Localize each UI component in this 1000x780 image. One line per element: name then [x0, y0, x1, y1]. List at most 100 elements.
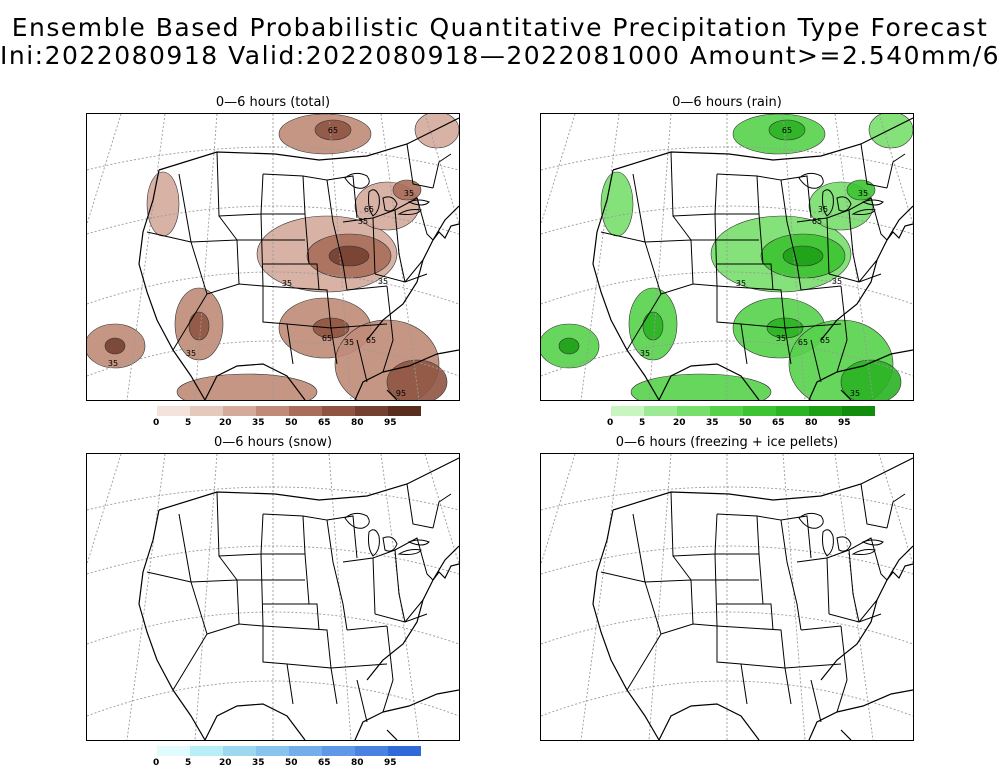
colorbar-tick-label: 95 [384, 418, 397, 428]
contour-label: 65 [798, 338, 808, 347]
colorbar-tick-label: 65 [318, 418, 331, 428]
colorbar-swatch [611, 406, 644, 416]
state-boundary [382, 679, 394, 713]
state-boundary [886, 493, 906, 529]
state-boundary [784, 663, 842, 669]
map-panel-rain: 65 35 35 65 35 35 35 65 65 35 35 [540, 113, 914, 401]
coastline [612, 457, 913, 511]
state-boundary [372, 549, 406, 623]
great-lake [397, 209, 422, 215]
graticule-line [580, 114, 620, 400]
contour-label: 35 [818, 205, 828, 214]
colorbar-swatch [710, 406, 743, 416]
state-boundary [206, 283, 264, 295]
map-svg-freezing [541, 454, 913, 740]
state-boundary [626, 633, 662, 691]
panel-title-snow: 0—6 hours (snow) [213, 435, 333, 450]
contour-label: 35 [858, 189, 868, 198]
coastline [158, 457, 459, 511]
great-lake [851, 549, 876, 555]
state-boundary [756, 175, 802, 291]
state-boundary [372, 209, 406, 283]
probability-contour [868, 114, 913, 149]
colorbar-tick-label: 5 [639, 418, 646, 428]
probability-contour [782, 245, 824, 267]
state-boundary [356, 339, 368, 383]
state-boundary [260, 213, 264, 287]
contour-label: 35 [736, 279, 746, 288]
colorbar-swatch [388, 746, 421, 756]
state-boundary [190, 239, 240, 285]
probability-contour [386, 359, 448, 400]
great-lake [407, 199, 430, 206]
coastline [354, 349, 459, 400]
contour-label: 65 [322, 334, 332, 343]
coastline [386, 389, 398, 400]
state-boundary [190, 581, 208, 635]
graticule-line [541, 454, 576, 565]
colorbar-swatch [842, 406, 875, 416]
probability-contour [328, 245, 370, 267]
colorbar-tick-label: 80 [351, 758, 364, 768]
state-boundary [644, 579, 694, 625]
state-boundary [644, 239, 694, 285]
probability-contour [414, 114, 459, 149]
colorbar-swatch [809, 406, 842, 416]
contour-label: 35 [344, 338, 354, 347]
great-lake [407, 539, 430, 546]
state-boundary [848, 537, 888, 581]
coastline [820, 545, 913, 681]
colorbar-tick-label: 50 [285, 418, 298, 428]
coastline [612, 117, 913, 171]
contour-label: 65 [812, 217, 822, 226]
colorbar-tick-label: 35 [252, 418, 265, 428]
state-boundary [716, 626, 748, 705]
coastline [808, 689, 913, 740]
graticule-line [328, 454, 352, 740]
coastline [820, 205, 913, 341]
state-boundary [810, 679, 822, 723]
colorbar-tick-label: 35 [706, 418, 719, 428]
state-boundary [784, 323, 842, 329]
state-boundary [660, 623, 718, 635]
state-boundary [716, 285, 786, 329]
state-boundary [717, 603, 774, 631]
colorbar-tick-label: 50 [739, 418, 752, 428]
probability-contour [176, 373, 318, 400]
colorbar-swatch [223, 406, 256, 416]
graticule-line [648, 454, 672, 740]
state-boundary [262, 626, 294, 705]
colorbar-tick-label: 80 [351, 418, 364, 428]
coastline [840, 389, 852, 400]
probability-contour [642, 311, 664, 341]
state-boundary [858, 599, 878, 623]
state-boundary [260, 553, 264, 627]
contour-label: 65 [782, 126, 792, 135]
coastline [138, 169, 206, 400]
map-svg-snow [87, 454, 459, 740]
colorbar-tick-label: 65 [772, 418, 785, 428]
state-boundary [670, 151, 718, 217]
great-lake [836, 196, 852, 212]
colorbar-swatch [776, 406, 809, 416]
state-boundary [858, 259, 878, 283]
contour-label: 35 [832, 277, 842, 286]
graticule-line [878, 454, 913, 565]
colorbar-swatch [190, 746, 223, 756]
colorbar-swatch [677, 406, 710, 416]
state-boundary [810, 339, 822, 383]
contour-label: 35 [108, 359, 118, 368]
contour-label: 35 [404, 189, 414, 198]
map-panel-total: 65 35 65 35 35 35 65 35 65 35 95 35 [86, 113, 460, 401]
great-lake [822, 529, 834, 557]
contour-label: 65 [328, 126, 338, 135]
coastline [138, 509, 206, 740]
colorbar-ticks-blue: 0 5 20 35 50 65 80 95 [150, 758, 440, 770]
colorbar-green [611, 406, 875, 416]
map-panel-freezing [540, 453, 914, 741]
contour-label: 65 [364, 205, 374, 214]
great-lake [851, 209, 876, 215]
colorbar-swatch [223, 746, 256, 756]
colorbar-brown [157, 406, 421, 416]
colorbar-swatch [190, 406, 223, 416]
